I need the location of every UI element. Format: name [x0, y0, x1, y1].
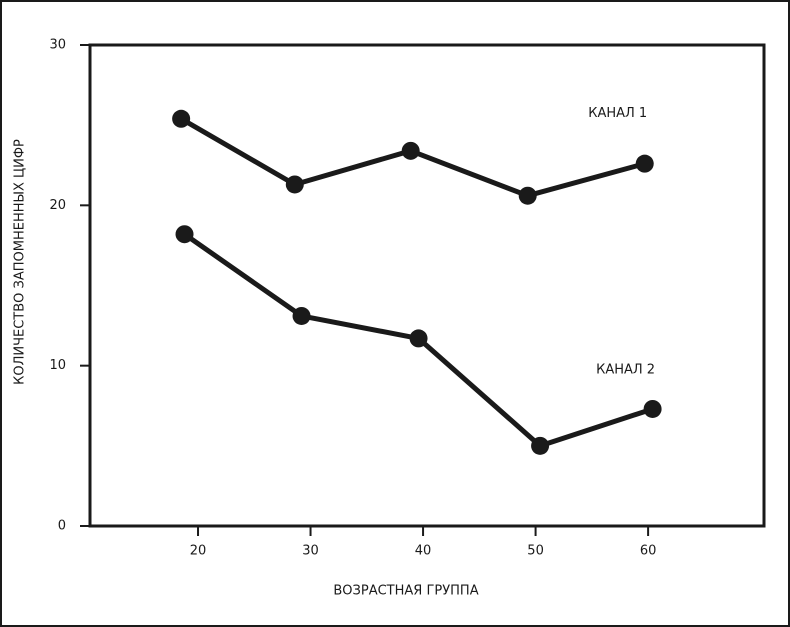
- y-tick-label: 30: [49, 38, 66, 53]
- point: [531, 436, 550, 455]
- x-tick-label: 40: [415, 544, 432, 559]
- point: [401, 141, 420, 160]
- y-axis-label: КОЛИЧЕСТВО ЗАПОМНЕННЫХ ЦИФР: [13, 139, 28, 385]
- series-label: КАНАЛ 2: [596, 362, 655, 377]
- x-axis-label: ВОЗРАСТНАЯ ГРУППА: [333, 584, 478, 599]
- y-tick-label: 10: [49, 358, 66, 373]
- point: [292, 306, 311, 325]
- point: [635, 154, 654, 173]
- x-tick-label: 50: [527, 544, 544, 559]
- point: [285, 175, 304, 194]
- point: [518, 186, 537, 205]
- plot-area: [88, 43, 766, 528]
- x-tick-label: 20: [190, 544, 207, 559]
- x-tick-label: 30: [302, 544, 319, 559]
- series-label: КАНАЛ 1: [588, 106, 647, 121]
- point: [172, 109, 191, 128]
- y-tick-label: 20: [49, 198, 66, 213]
- point: [643, 399, 662, 418]
- point: [409, 329, 428, 348]
- y-tick-label: 0: [58, 519, 66, 534]
- x-tick-label: 60: [640, 544, 657, 559]
- point: [175, 225, 194, 244]
